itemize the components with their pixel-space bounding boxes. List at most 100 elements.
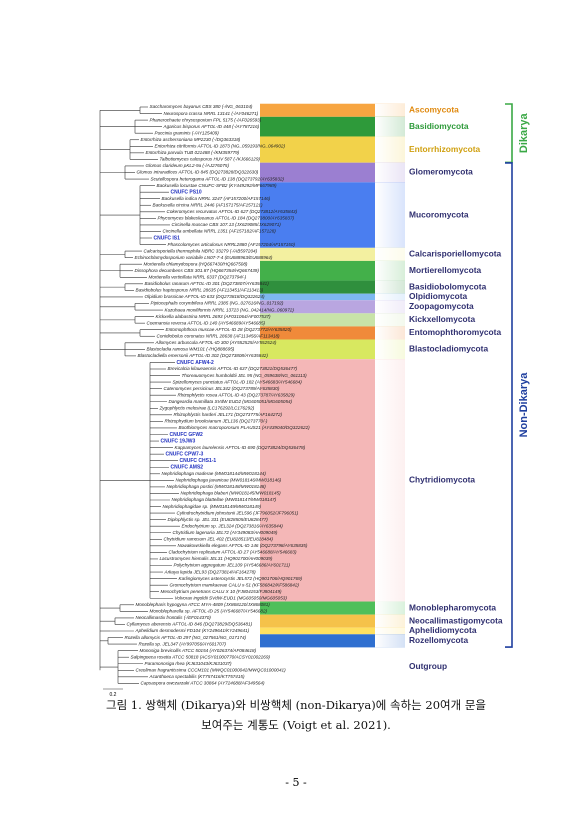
taxon-label: Nephridiophaga blaberi (MW018145/MW01814… bbox=[181, 491, 282, 496]
clade-band bbox=[260, 116, 405, 137]
taxon-label: CNUFC AMS2 bbox=[171, 465, 204, 471]
clade-band bbox=[260, 293, 405, 301]
clade-label: Mucoromycota bbox=[409, 209, 469, 219]
clade-band bbox=[260, 313, 405, 327]
group-label: Dikarya bbox=[518, 112, 530, 153]
clade-label: Calcarisporiellomycota bbox=[409, 249, 502, 259]
taxon-label: Backusella circina NRRL 2446 (AF157175/A… bbox=[153, 202, 263, 207]
taxon-label: Glomus intraradices AFTOL-ID 845 (DQ2738… bbox=[137, 170, 259, 175]
clade-label: Glomeromycota bbox=[409, 167, 473, 177]
clade-label: Entomophthoromycota bbox=[409, 327, 501, 337]
taxon-label: Boothiomyces macroporosum PLAUS21 (AY439… bbox=[179, 425, 311, 430]
taxon-label: Saccharomyces bayanus CBS 380 (-/NG_0631… bbox=[150, 104, 253, 109]
clade-band bbox=[260, 280, 405, 294]
taxon-label: Kappamyces laurelensis AFTOL-ID 690 (DQ2… bbox=[175, 445, 306, 450]
taxon-label: Entomophthora muscae AFTOL-ID 28 (DQ2737… bbox=[166, 327, 293, 332]
band-fade bbox=[375, 103, 520, 117]
taxon-label: Basidiobolus ranarum AFTOL-ID 301 (DQ273… bbox=[145, 281, 270, 286]
taxon-label: Lacustromyces hiemalis JEL31 (HQ901700/A… bbox=[160, 556, 273, 561]
taxon-label: Monoblepharis hypogyna ATCC MYA-4809 (JX… bbox=[136, 602, 271, 607]
taxon-label: Salpingoeca rosetta ATCC 50818 (ACSY0100… bbox=[131, 654, 271, 659]
taxon-label: Nephridiophagidae sp. (MW018149/MW018149… bbox=[163, 504, 262, 509]
taxon-label: Phanerochaete chrysosporium FPL 5175 (-/… bbox=[150, 117, 262, 122]
band-fade bbox=[375, 313, 520, 327]
clade-label: Basidiomycota bbox=[409, 121, 469, 131]
band-fade bbox=[375, 339, 520, 360]
taxon-label: Mesochytrium penetrans CALU X 10 (FJ8041… bbox=[161, 589, 283, 594]
taxon-label: Entorrhiza citriformis AFTOL-ID 1873 (NG… bbox=[155, 144, 286, 149]
taxon-label: Volvorax ingoldii SVdW-EUD1 (MG605050/MG… bbox=[175, 595, 288, 600]
clade-band bbox=[260, 326, 405, 340]
clade-label: Outgroup bbox=[409, 661, 447, 671]
taxon-label: Chytridium lagenaria JEL72 (AY349083/AH0… bbox=[173, 530, 278, 535]
taxon-label: Olpidium brassicae AFTOL-ID 633 (DQ27381… bbox=[145, 294, 265, 299]
taxon-label: Basidiobolus haptosporus NRRL 28635 (AF1… bbox=[136, 288, 264, 293]
taxon-label: Cylindrochytridium johnstonii JEL596 (JF… bbox=[177, 510, 299, 515]
band-fade bbox=[375, 601, 520, 615]
group-label: Non-Dikarya bbox=[518, 372, 530, 438]
band-fade bbox=[375, 614, 520, 628]
taxon-label: Kuzuhaea moniliformis NRRL 13723 (NG_042… bbox=[165, 307, 295, 312]
clade-label: Chytridiomycota bbox=[409, 475, 475, 485]
clade-band bbox=[260, 614, 405, 628]
band-fade bbox=[375, 627, 520, 635]
taxon-label: Entorrhiza parvula TUB 021488 (-/KM35977… bbox=[146, 150, 240, 155]
clade-label: Monoblepharomycota bbox=[409, 602, 496, 612]
clade-band bbox=[260, 260, 405, 281]
band-fade bbox=[375, 326, 520, 340]
taxon-label: Backusella indica NRRL 3247 (AF157200/AF… bbox=[162, 196, 271, 201]
taxon-label: Rozella allomycis AFTOL-ID 297 (NG_02756… bbox=[125, 635, 247, 640]
clade-label: Olpidiomycota bbox=[409, 291, 468, 301]
band-fade bbox=[375, 260, 520, 281]
clade-band bbox=[260, 300, 405, 314]
page-number: - 5 - bbox=[285, 776, 307, 789]
taxon-label: Mortierella verticillata NRRL 6337 (DQ27… bbox=[149, 275, 247, 280]
taxon-label: Calcarisporiella thermophila NBRC 33279 … bbox=[144, 248, 258, 253]
band-fade bbox=[375, 300, 520, 314]
clade-label: Zoopagomycota bbox=[409, 301, 474, 311]
taxon-label: Piptocephalis corymbifera NRRL 2385 (NG_… bbox=[151, 301, 284, 306]
taxon-label: Aphelidium desmodesmi FD104 (KY249641/KY… bbox=[135, 628, 250, 633]
taxon-label: Coemansia reversa AFTOL-ID 140 (AY546689… bbox=[147, 320, 266, 325]
clade-label: Mortierellomycota bbox=[409, 265, 481, 275]
clade-band bbox=[260, 339, 405, 360]
clade-label: Ascomycota bbox=[409, 104, 459, 114]
taxon-label: Dissophora decumbens CBS 301.87 (HQ66735… bbox=[135, 268, 260, 273]
taxon-label: Nowakowskiella elegans AFTOL-ID 146 (DQ2… bbox=[178, 543, 308, 548]
taxon-label: Nephridiophaga blattellae (MW018147/MW01… bbox=[172, 497, 277, 502]
taxon-label: Mortierella chlamydospora (HQ667430/HQ66… bbox=[144, 261, 248, 266]
taxon-label: Paramonosiga rhea (KJ631043/KJ631037) bbox=[145, 661, 233, 666]
band-fade bbox=[375, 280, 520, 294]
taxon-label: Zygophlyctis melosirae (LC176292/LC17629… bbox=[159, 406, 255, 411]
clade-band bbox=[260, 634, 405, 648]
taxon-label: Chytridium ramosum JEL 402 (EU828513/EU8… bbox=[164, 537, 274, 542]
taxon-label: Catenomyces persicinus JEL342 (DQ273789/… bbox=[164, 386, 280, 391]
clade-label: Rozellomycota bbox=[409, 635, 468, 645]
taxon-label: Cokeromyces recurvatus AFTOL-ID 627 (DQ2… bbox=[167, 209, 298, 214]
taxon-label: Allomyces arbuscula AFTOL-ID 300 (AY5525… bbox=[155, 340, 277, 345]
taxon-label: Glomus clarideum pKL2-9a (-/AJ276075) bbox=[146, 163, 230, 168]
taxon-label: Diplophlyctis sp. JEL 331 (EU828505/EU82… bbox=[168, 517, 269, 522]
band-fade bbox=[375, 359, 520, 602]
taxon-label: Nephridiophaga maderae (MW018144/MW01814… bbox=[162, 471, 267, 476]
taxon-label: Brevicalcia kilaueaensis AFTOL-ID 637 (D… bbox=[168, 366, 298, 371]
taxon-label: CNUFC CPW7-3 bbox=[166, 451, 204, 457]
taxon-label: Talbotiomyces calosporus HUV 587 (-/KJ66… bbox=[160, 157, 261, 162]
band-fade bbox=[375, 182, 520, 248]
taxon-label: Phascolomyces articulosus NRRL2880 (AF15… bbox=[168, 242, 296, 247]
taxon-label: Rhizophlyctis harderi JEL171 (DQ273775/A… bbox=[174, 412, 283, 417]
taxon-label: Blastocladiella emersonii AFTOL-ID 302 (… bbox=[138, 353, 269, 358]
taxon-label: Cyllamyces aberensis AFTOL-ID 846 (DQ273… bbox=[127, 622, 253, 627]
clade-band bbox=[260, 627, 405, 635]
caption-line: 그림 1. 쌍핵체 (Dikarya)와 비쌍핵체 (non-Dikarya)에… bbox=[106, 698, 486, 712]
taxon-label: Blastocladia ramosa WM101 (-/HQ888695) bbox=[147, 347, 235, 352]
taxon-label: Kickxella alabastrina NRRL 2693 (AF03106… bbox=[156, 314, 272, 319]
taxon-label: Arkaya lepida JEL93 (DQ273814/AF164278) bbox=[164, 569, 257, 574]
band-fade bbox=[375, 136, 520, 163]
taxon-label: Monoblepharella sp. AFTOL-ID 25 (AY54668… bbox=[150, 609, 268, 614]
taxon-label: Acanthoeca spectabilis (KT757416/KT75741… bbox=[149, 674, 245, 679]
taxon-label: Neocallimastix frontalis (-/EF014370) bbox=[136, 615, 212, 620]
clade-label: Basidiobolomycota bbox=[409, 281, 487, 291]
